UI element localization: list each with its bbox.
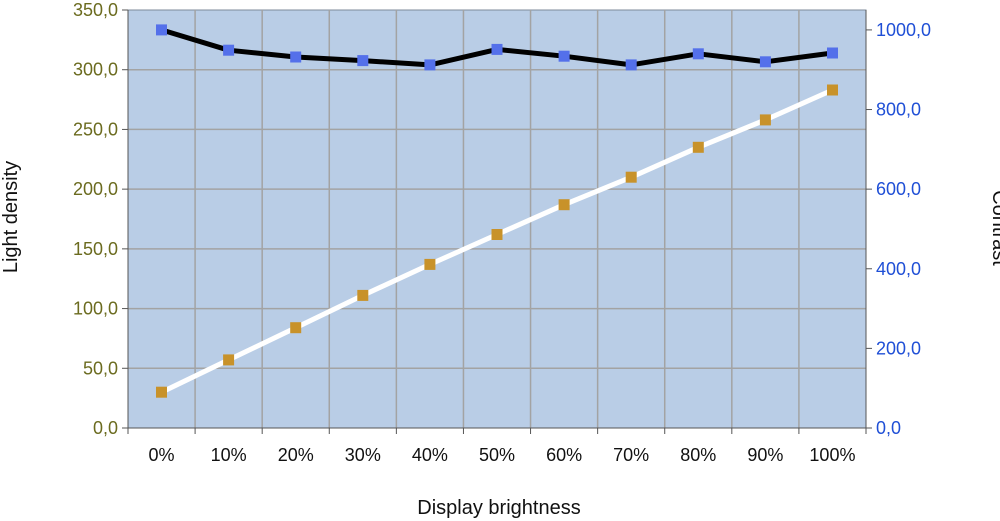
- point-marker-light-density: [290, 322, 302, 334]
- point-marker-contrast: [827, 47, 838, 59]
- point-marker-contrast: [759, 56, 771, 68]
- labels-layer: 0,0 50,0 100,0 150,0 200,0 250,0 300,0 350,0 0,0…: [73, 0, 931, 465]
- x-tick-label: 20%: [278, 445, 314, 465]
- y-tick-label: 250,0: [73, 119, 118, 139]
- point-marker-contrast: [491, 43, 503, 55]
- y2-tick-label: 0,0: [876, 418, 901, 438]
- x-tick-label: 90%: [747, 445, 783, 465]
- x-tick-label: 70%: [613, 445, 649, 465]
- point-marker-contrast: [692, 48, 704, 60]
- point-marker-light-density: [223, 354, 235, 366]
- point-marker-light-density: [424, 258, 436, 270]
- x-tick-label: 30%: [345, 445, 381, 465]
- axes-layer: [122, 9, 872, 434]
- y-tick-label: 200,0: [73, 179, 118, 199]
- y-tick-label: 50,0: [83, 358, 118, 378]
- point-marker-light-density: [827, 84, 838, 96]
- point-marker-light-density: [759, 114, 771, 126]
- y-tick-label: 300,0: [73, 60, 118, 80]
- x-axis-title: Display brightness: [417, 497, 580, 519]
- y2-tick-label: 200,0: [876, 338, 921, 358]
- x-tick-label: 10%: [211, 445, 247, 465]
- y2-tick-label: 800,0: [876, 100, 921, 120]
- x-tick-label: 40%: [412, 445, 448, 465]
- y-axis-title: Light density: [0, 161, 22, 273]
- point-marker-contrast: [357, 55, 369, 67]
- plot-area: [127, 9, 867, 429]
- y2-tick-label: 600,0: [876, 179, 921, 199]
- point-marker-light-density: [491, 229, 503, 240]
- y2-tick-label: 1000,0: [876, 20, 931, 40]
- point-marker-light-density: [558, 199, 570, 211]
- point-marker-contrast: [290, 51, 302, 63]
- x-tick-label: 80%: [680, 445, 716, 465]
- point-marker-light-density: [357, 289, 369, 301]
- y2-axis-title: Contrast: [988, 190, 1000, 266]
- point-marker-contrast: [424, 59, 436, 71]
- point-marker-light-density: [156, 386, 167, 398]
- x-tick-label: 100%: [809, 445, 855, 465]
- x-tick-label: 0%: [149, 445, 175, 465]
- y-tick-label: 0,0: [93, 418, 118, 438]
- x-tick-label: 60%: [546, 445, 582, 465]
- y-tick-label: 150,0: [73, 239, 118, 259]
- point-marker-contrast: [223, 44, 235, 56]
- y2-tick-label: 400,0: [876, 259, 921, 279]
- point-marker-contrast: [558, 50, 570, 62]
- y-tick-label: 100,0: [73, 299, 118, 319]
- point-marker-contrast: [156, 24, 167, 36]
- point-marker-light-density: [625, 171, 637, 183]
- series-layer: [156, 24, 838, 398]
- x-tick-label: 50%: [479, 445, 515, 465]
- point-marker-light-density: [692, 141, 704, 153]
- point-marker-contrast: [625, 59, 637, 71]
- y-tick-label: 350,0: [73, 0, 118, 20]
